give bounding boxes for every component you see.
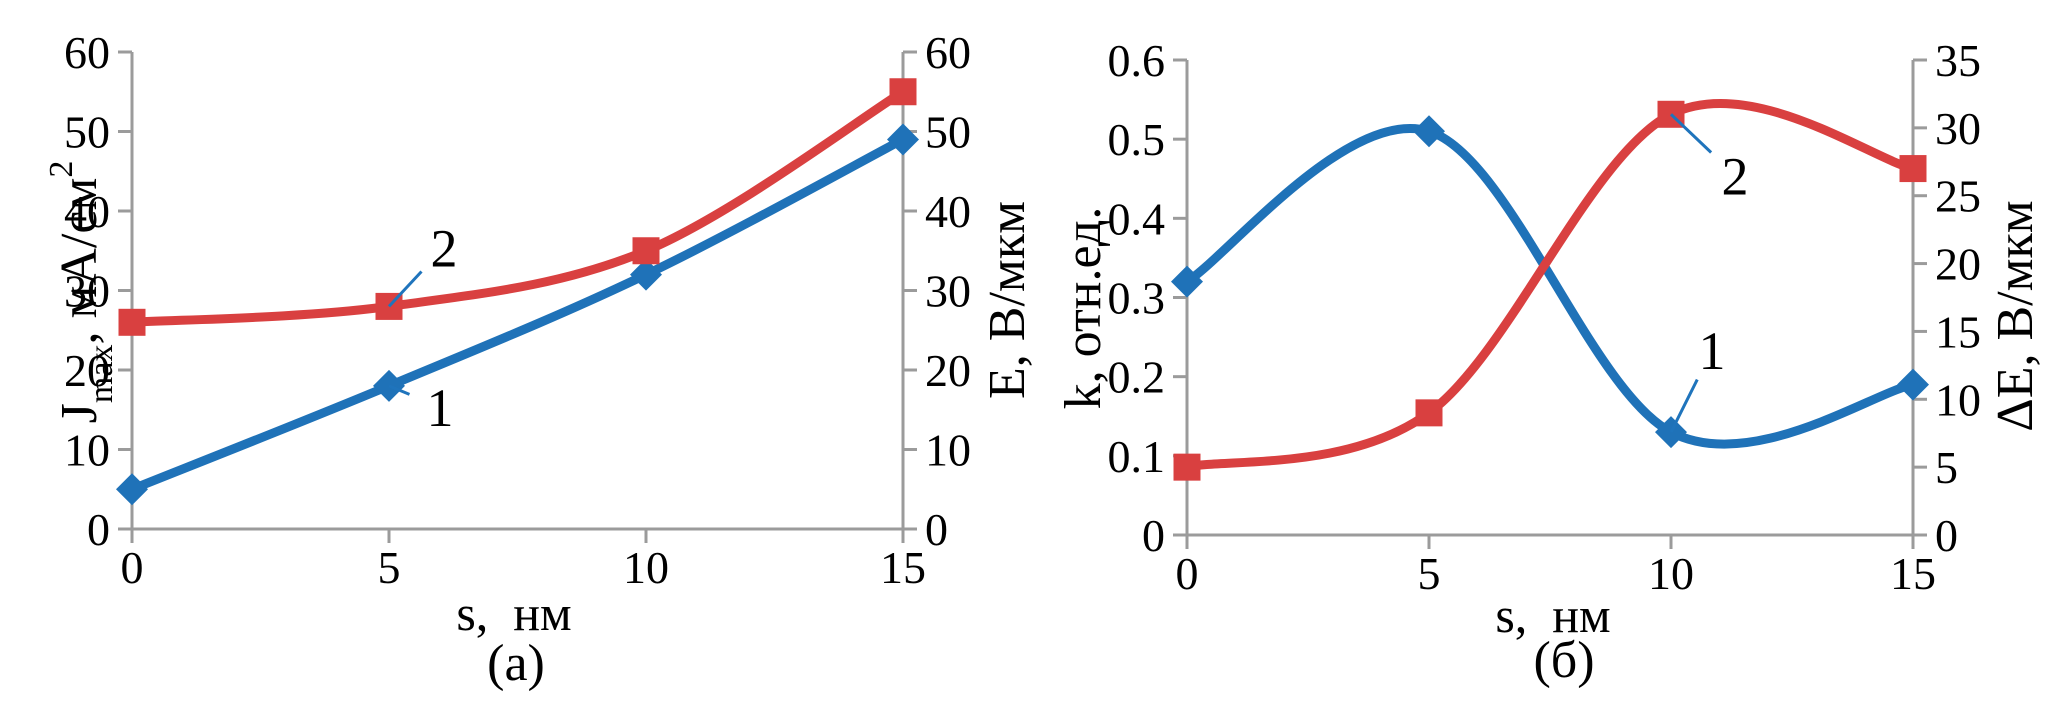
series-1-marker-diamond <box>1897 368 1929 401</box>
series-1-marker-diamond <box>116 473 148 506</box>
axis-title-part: , мА/см <box>51 178 108 345</box>
y-tick-label-left: 50 <box>64 107 110 158</box>
y-tick-label-right: 10 <box>1935 374 1981 425</box>
chart-panel-a: 0 10 20 30 40 50 60 0 10 20 30 40 50 60 0 5 10 15 Jmax, мА… <box>43 27 1036 593</box>
y-tick-label-right: 30 <box>925 266 971 317</box>
series-annotation-label-2: 2 <box>1722 146 1749 206</box>
axis-title-part: E, В/мкм <box>979 201 1036 399</box>
series-annotation-label-1: 1 <box>1699 321 1726 381</box>
y-tick-label-right: 15 <box>1935 306 1981 357</box>
axis-title-part: max <box>83 345 120 404</box>
x-tick-label: 10 <box>1648 548 1694 599</box>
y-axis-title-left: k, отн.ед. <box>1055 207 1112 410</box>
y-tick-label-left: 60 <box>64 27 110 78</box>
y-tick-label-right: 10 <box>925 425 971 476</box>
axis-title-part: k, отн.ед. <box>1055 207 1112 410</box>
axis-title-part: J <box>51 403 108 423</box>
series-2-marker-square <box>1899 155 1927 183</box>
y-tick-label-left: 0.6 <box>1108 35 1166 86</box>
y-tick-label-right: 50 <box>925 107 971 158</box>
y-tick-label-left: 30 <box>64 266 110 317</box>
y-tick-label-right: 60 <box>925 27 971 78</box>
y-tick-label-right: 0 <box>925 504 948 555</box>
y-tick-label-right: 35 <box>1935 35 1981 86</box>
series-2-line <box>1182 98 1918 472</box>
x-axis-label-panel-b: s, нм <box>1495 587 1611 643</box>
series-1-line <box>127 134 908 494</box>
series-1-marker-diamond <box>1413 115 1445 148</box>
y-tick-label-right: 40 <box>925 186 971 237</box>
y-tick-label-right: 20 <box>1935 239 1981 290</box>
series-2-marker-square <box>889 78 917 106</box>
x-tick-label: 5 <box>1418 548 1441 599</box>
series-2-line <box>127 87 908 327</box>
x-axis-label-panel-a: s, нм <box>456 585 572 641</box>
series-1-marker-diamond <box>630 258 662 291</box>
y-tick-label-left: 0 <box>87 504 110 555</box>
series-annotation-label-2: 2 <box>431 218 458 278</box>
axis-title-part: ΔE, В/мкм <box>1987 200 2044 431</box>
series-1-marker-diamond <box>1171 265 1203 298</box>
y-tick-label-right: 5 <box>1935 442 1958 493</box>
x-tick-label: 15 <box>1890 548 1936 599</box>
chart-panel-b: 0 0.1 0.2 0.3 0.4 0.5 0.6 0 5 10 15 20 25 30 35 0 5 10 15 k… <box>1055 35 2044 599</box>
y-tick-label-left: 0.2 <box>1108 352 1166 403</box>
series-2-marker-square <box>1173 453 1201 481</box>
x-tick-label: 0 <box>1176 548 1199 599</box>
y-axis-title-left: Jmax, мА/см2 <box>43 161 120 424</box>
series-annotation-label-1: 1 <box>427 378 454 438</box>
y-axis-title-right: E, В/мкм <box>979 201 1036 399</box>
x-tick-label: 10 <box>623 542 669 593</box>
y-tick-label-right: 30 <box>1935 103 1981 154</box>
x-tick-label: 5 <box>378 542 401 593</box>
series-2-marker-square <box>1415 399 1443 427</box>
panel-caption-a: (a) <box>487 635 545 692</box>
y-tick-label-right: 25 <box>1935 171 1981 222</box>
series-1-marker-diamond <box>887 123 919 156</box>
annotation-leader-1 <box>1669 378 1699 433</box>
y-tick-label-left: 0.4 <box>1108 193 1166 244</box>
annotation-leader-2 <box>387 270 423 308</box>
y-tick-label-left: 20 <box>64 345 110 396</box>
y-tick-label-left: 0.3 <box>1108 273 1166 324</box>
y-tick-label-left: 0.5 <box>1108 114 1166 165</box>
y-tick-label-left: 10 <box>64 425 110 476</box>
y-axis-title-right: ΔE, В/мкм <box>1987 200 2044 431</box>
y-tick-label-right: 20 <box>925 345 971 396</box>
y-tick-label-left: 40 <box>64 186 110 237</box>
series-2-marker-square <box>118 308 146 336</box>
series-2-marker-square <box>632 237 660 265</box>
x-tick-label: 15 <box>880 542 926 593</box>
y-tick-label-right: 0 <box>1935 510 1958 561</box>
annotation-leader-2 <box>1669 113 1713 154</box>
panel-caption-b: (б) <box>1533 632 1595 689</box>
y-tick-label-left: 0 <box>1142 510 1165 561</box>
axis-title-part: 2 <box>43 161 80 178</box>
series-1-line <box>1182 124 1918 449</box>
x-tick-label: 0 <box>121 542 144 593</box>
annotation-leader-1 <box>388 384 411 396</box>
y-tick-label-left: 0.1 <box>1108 431 1166 482</box>
